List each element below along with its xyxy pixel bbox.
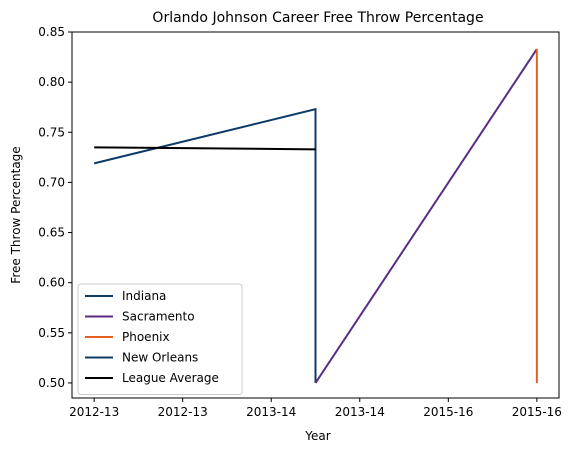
- chart-title: Orlando Johnson Career Free Throw Percen…: [152, 10, 483, 26]
- x-axis-label: Year: [304, 429, 330, 443]
- legend-box: [77, 283, 243, 395]
- x-tick-label: 2012-13: [69, 405, 119, 419]
- y-tick-label: 0.80: [38, 75, 65, 89]
- legend: Indiana Sacramento Phoenix New Orleans Leagu…: [77, 283, 243, 395]
- series-layer: [93, 48, 538, 384]
- plot-frame: [71, 31, 560, 399]
- legend-label-indiana: Indiana: [122, 289, 166, 303]
- x-tick-label: 2012-13: [158, 405, 208, 419]
- legend-label-sacramento: Sacramento: [122, 310, 195, 324]
- series-line-sacramento: [314, 48, 538, 384]
- y-tick-label: 0.85: [38, 25, 65, 39]
- y-axis: 0.50 0.55 0.60 0.65 0.70 0.75 0.80 0.85: [38, 25, 72, 390]
- y-tick-label: 0.55: [38, 326, 65, 340]
- x-tick-label: 2015-16: [512, 405, 562, 419]
- series-line-indiana: [93, 107, 317, 383]
- y-tick-label: 0.50: [38, 376, 65, 390]
- x-tick-label: 2015-16: [423, 405, 473, 419]
- legend-label-new-orleans: New Orleans: [122, 351, 198, 365]
- legend-label-league-average: League Average: [122, 371, 219, 385]
- x-axis: 2012-13 2012-13 2013-14 2013-14 2015-16 2015-…: [69, 398, 562, 419]
- y-tick-label: 0.65: [38, 226, 65, 240]
- y-tick-label: 0.75: [38, 125, 65, 139]
- y-axis-label: Free Throw Percentage: [9, 146, 23, 283]
- y-tick-label: 0.60: [38, 276, 65, 290]
- legend-label-phoenix: Phoenix: [122, 330, 170, 344]
- y-tick-label: 0.70: [38, 175, 65, 189]
- series-line-league-average: [94, 146, 316, 151]
- x-tick-label: 2013-14: [246, 405, 296, 419]
- x-tick-label: 2013-14: [335, 405, 385, 419]
